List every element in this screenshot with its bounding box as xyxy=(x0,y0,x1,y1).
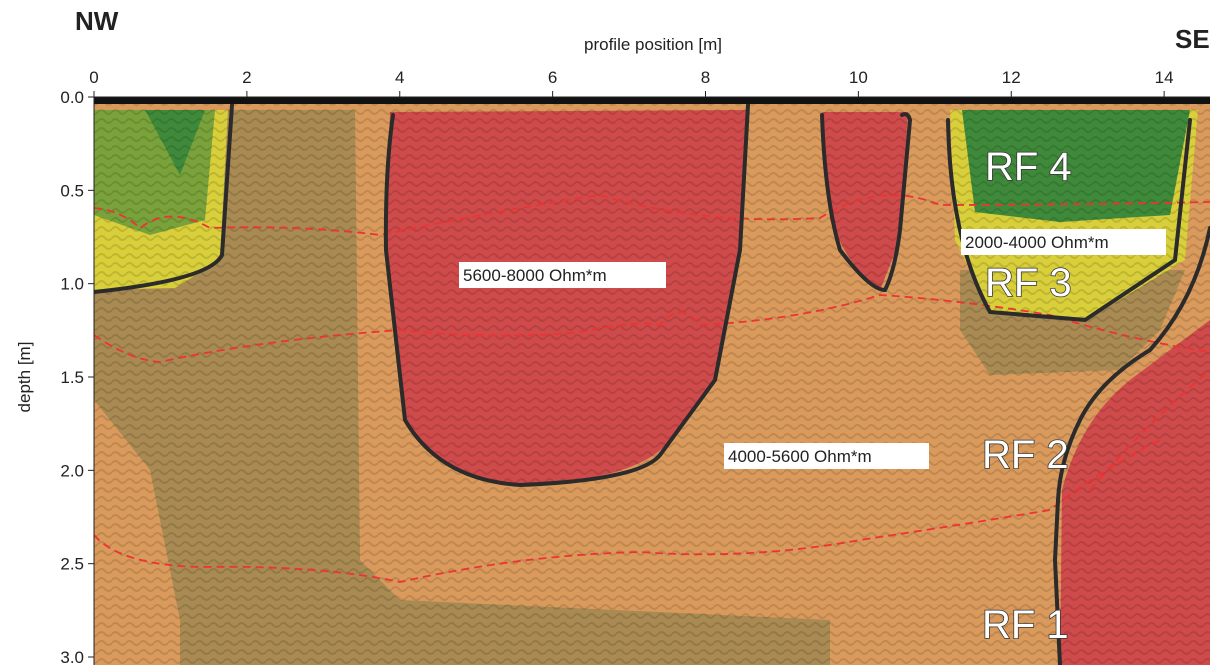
y-tick-label: 2.5 xyxy=(60,555,84,574)
zone-label: 5600-8000 Ohm*m xyxy=(463,266,607,285)
zone-label: 4000-5600 Ohm*m xyxy=(728,447,872,466)
rf-label: RF 1 xyxy=(982,603,1069,647)
y-tick-label: 1.0 xyxy=(60,275,84,294)
left-label: NW xyxy=(75,6,119,36)
label-box xyxy=(961,229,1166,255)
radargram-texture xyxy=(94,97,1210,665)
x-axis-label: profile position [m] xyxy=(584,35,722,54)
y-tick-label: 0.0 xyxy=(60,88,84,107)
zone-label: 2000-4000 Ohm*m xyxy=(965,233,1109,252)
y-tick-label: 0.5 xyxy=(60,181,84,200)
x-tick-label: 14 xyxy=(1155,68,1174,87)
x-tick-label: 8 xyxy=(701,68,710,87)
label-box xyxy=(459,262,666,288)
x-tick-label: 0 xyxy=(89,68,98,87)
y-tick-label: 2.0 xyxy=(60,461,84,480)
surface-bar xyxy=(94,97,1210,104)
x-tick-label: 2 xyxy=(242,68,251,87)
x-tick-label: 6 xyxy=(548,68,557,87)
x-tick-label: 10 xyxy=(849,68,868,87)
y-axis-label: depth [m] xyxy=(15,342,34,413)
rf-label: RF 2 xyxy=(982,433,1069,477)
zone-boundaries xyxy=(94,103,1210,665)
y-tick-label: 1.5 xyxy=(60,368,84,387)
label-box xyxy=(724,443,929,469)
annotations: RF 4 RF 3 RF 2 RF 1 5600-8000 Ohm*m 4000… xyxy=(459,144,1166,648)
y-tick-label: 3.0 xyxy=(60,648,84,665)
right-label: SE xyxy=(1175,24,1210,54)
x-tick-label: 12 xyxy=(1002,68,1021,87)
x-tick-label: 4 xyxy=(395,68,404,87)
profile-image xyxy=(94,97,1210,665)
rf-label: RF 4 xyxy=(985,145,1072,189)
rf-label: RF 3 xyxy=(985,261,1072,305)
reflector-lines xyxy=(94,194,1210,583)
